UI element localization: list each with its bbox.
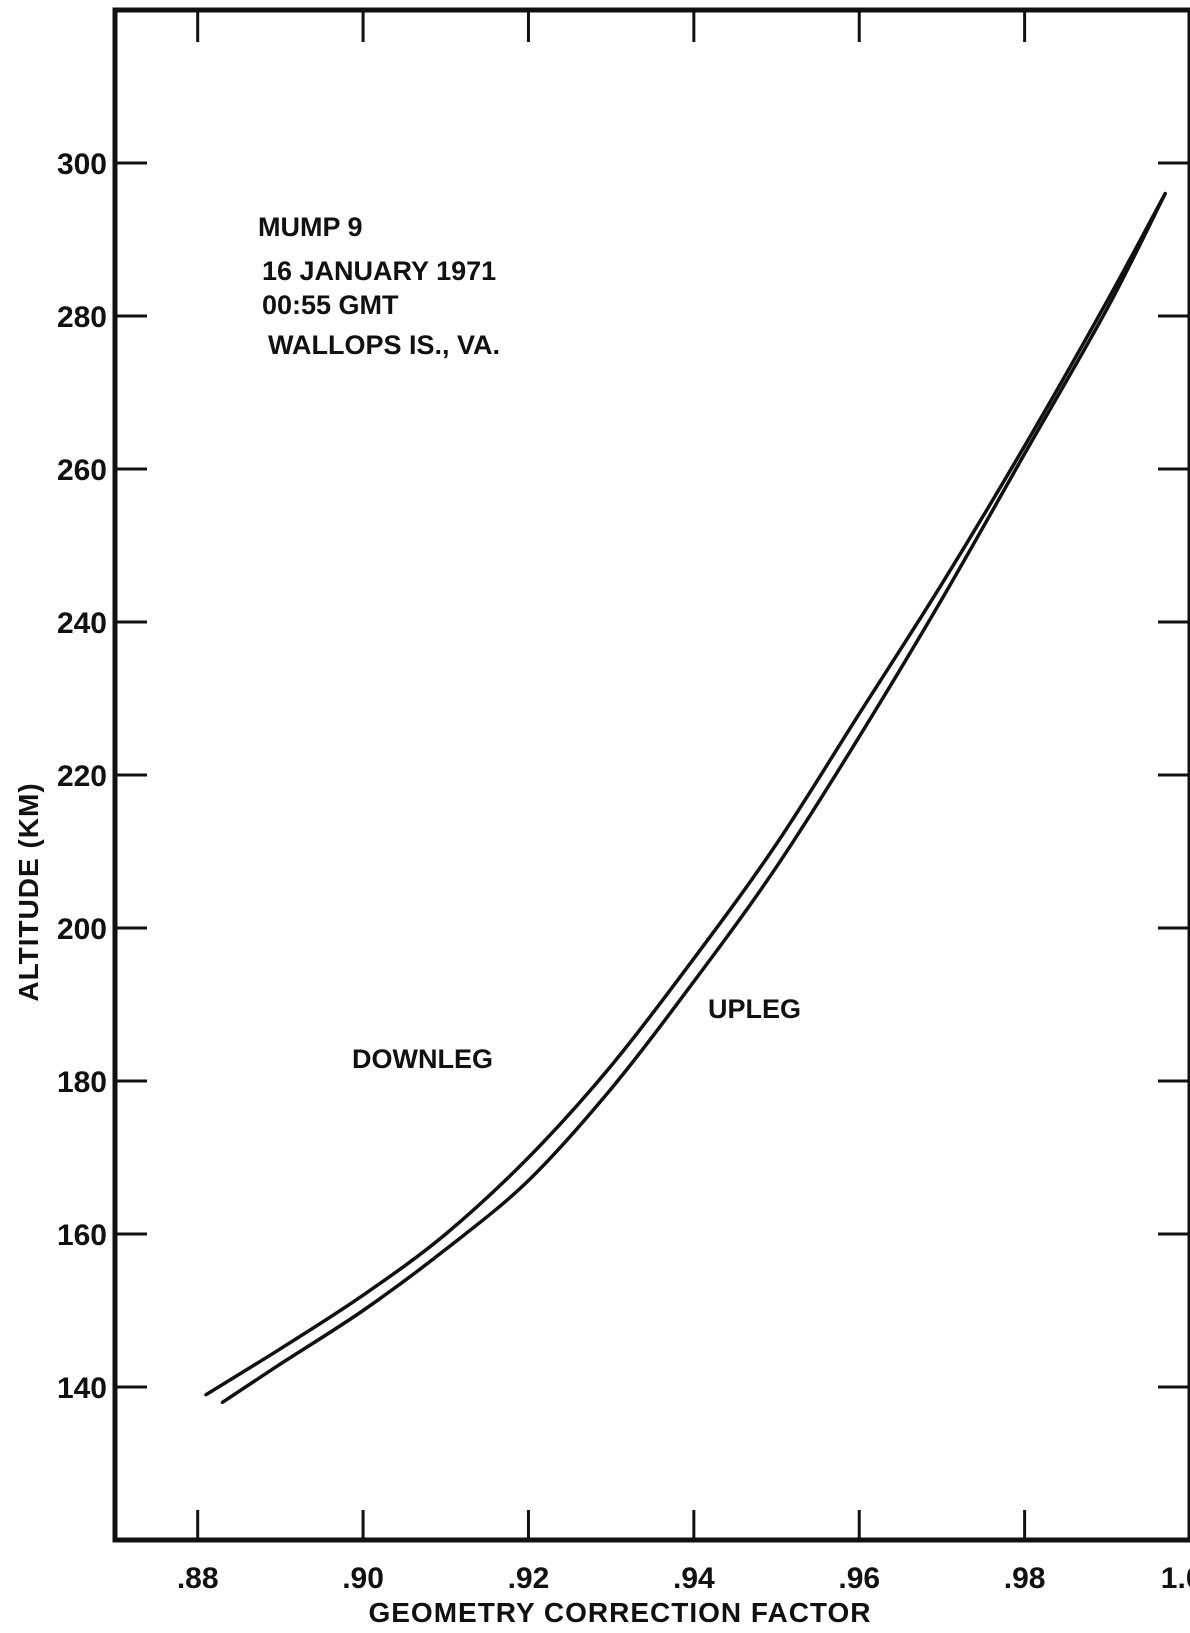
y-axis: 140 160 180 200 220 240 260 280 300 — [57, 148, 1190, 1405]
y-tick-label: 280 — [57, 301, 107, 334]
x-tick-label: 1.00 — [1161, 1562, 1190, 1595]
series-label-downleg: DOWNLEG — [352, 1044, 493, 1074]
x-tick-label: .94 — [673, 1562, 715, 1595]
annotation-line-2: 16 JANUARY 1971 — [262, 256, 496, 286]
x-tick-label: .88 — [177, 1562, 219, 1595]
x-tick-label: .90 — [342, 1562, 384, 1595]
annotation-line-3: 00:55 GMT — [262, 290, 399, 320]
y-tick-label: 240 — [57, 607, 107, 640]
x-axis-title: GEOMETRY CORRECTION FACTOR — [368, 1597, 871, 1628]
annotation-line-4: WALLOPS IS., VA. — [268, 330, 500, 360]
y-tick-label: 220 — [57, 760, 107, 793]
series-line-upleg — [220, 191, 1167, 1405]
series-layer — [204, 191, 1167, 1405]
y-tick-label: 140 — [57, 1372, 107, 1405]
series-line-downleg — [204, 191, 1167, 1397]
x-tick-label: .98 — [1004, 1562, 1046, 1595]
x-tick-label: .96 — [838, 1562, 880, 1595]
y-tick-label: 180 — [57, 1066, 107, 1099]
y-axis-title: ALTITUDE (KM) — [13, 782, 44, 1001]
y-tick-label: 260 — [57, 454, 107, 487]
x-axis: .88 .90 .92 .94 .96 .98 1.00 — [177, 10, 1190, 1595]
y-tick-label: 200 — [57, 913, 107, 946]
x-tick-label: .92 — [508, 1562, 550, 1595]
y-tick-label: 300 — [57, 148, 107, 181]
series-label-upleg: UPLEG — [708, 994, 801, 1024]
y-tick-label: 160 — [57, 1219, 107, 1252]
annotation-line-1: MUMP 9 — [258, 212, 363, 242]
annotation-block: MUMP 9 16 JANUARY 1971 00:55 GMT WALLOPS… — [258, 212, 500, 360]
